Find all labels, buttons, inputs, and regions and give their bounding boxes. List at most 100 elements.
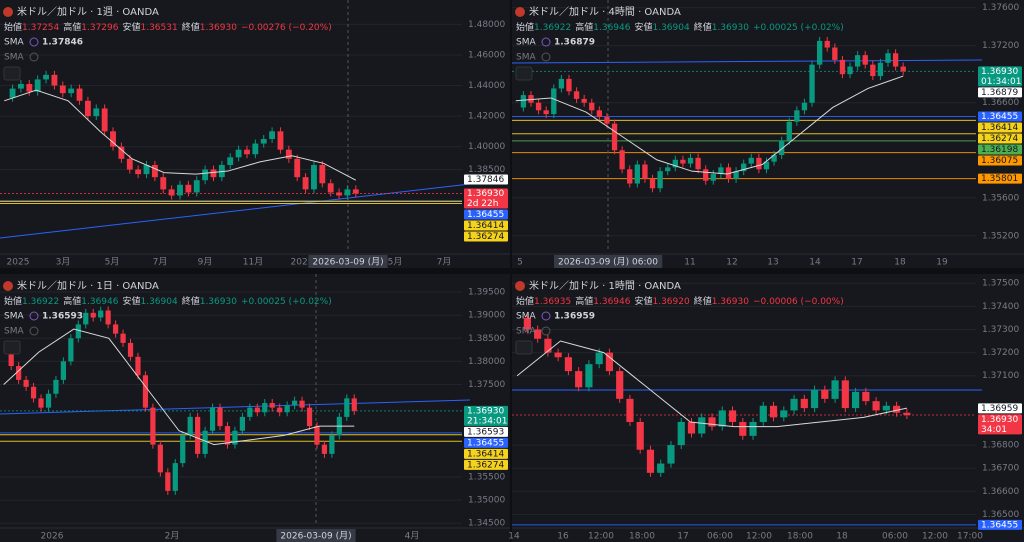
price-tag-label: 1.36075 <box>981 156 1018 166</box>
candle-body <box>118 146 125 159</box>
ohlc-value: 1.37296 <box>81 23 118 33</box>
sma-label-hidden: SMA <box>516 327 536 337</box>
candle-body <box>672 159 678 168</box>
candle-body <box>771 155 777 162</box>
collapse-button[interactable] <box>3 340 21 355</box>
candle-body <box>185 184 192 193</box>
candle-body <box>254 407 260 413</box>
candle-body <box>790 398 798 411</box>
price-tag-label: 1.36930 <box>467 406 504 416</box>
chart-panel: 1.39500 1.39000 1.38500 1.38000 1.37500 1.355… <box>0 274 510 542</box>
candle-body <box>543 110 549 115</box>
price-tag <box>464 231 508 242</box>
candle-body <box>604 116 610 124</box>
time-label: 12:00 <box>922 532 948 542</box>
price-tag-label: 1.36879 <box>981 88 1018 98</box>
price-tag-timer: 01:34:01 <box>981 77 1021 87</box>
price-tag <box>464 459 508 470</box>
candle-body <box>832 47 838 60</box>
sma-label: SMA <box>516 312 536 322</box>
sma-label-hidden: SMA <box>516 53 536 63</box>
sma-line <box>516 340 907 428</box>
candle-body <box>244 149 250 155</box>
price-tag-label: 1.36274 <box>467 460 504 470</box>
symbol-icon <box>515 281 525 291</box>
candle-body <box>16 366 22 380</box>
candle-body <box>885 53 891 63</box>
chart-panel: 1.48000 1.46000 1.44000 1.42000 1.40000 1.385… <box>0 0 510 268</box>
candle-body <box>627 169 633 184</box>
collapse-button[interactable] <box>515 340 533 355</box>
symbol-icon <box>3 7 13 17</box>
candle-body <box>120 333 126 343</box>
time-label: 12:00 <box>588 532 614 542</box>
time-label: 06:00 <box>707 532 733 542</box>
ohlc-label: 高値 <box>575 21 593 33</box>
price-tag-label: 1.36959 <box>981 404 1018 414</box>
price-tag-label: 1.36930 <box>981 415 1018 425</box>
candle-body <box>786 121 792 141</box>
price-tag <box>978 66 1022 87</box>
ohlc-change: −0.00276 (−0.20%) <box>241 23 332 33</box>
price-label: 1.37500 <box>468 380 505 390</box>
collapse-button[interactable] <box>515 66 533 81</box>
candle-body <box>626 398 634 422</box>
ohlc-label: 終値 <box>182 21 200 33</box>
sma-label-hidden: SMA <box>4 327 24 337</box>
candle-body <box>667 445 675 464</box>
candle-body <box>327 183 334 193</box>
candle-body <box>112 324 119 334</box>
ohlc-label: 始値 <box>516 21 534 33</box>
ohlc-label: 終値 <box>694 21 712 33</box>
collapse-button[interactable] <box>3 66 21 81</box>
price-tag-label: 1.36455 <box>467 210 504 220</box>
price-label: 1.37200 <box>982 348 1019 358</box>
candle-body <box>8 352 14 367</box>
price-tag-label: 1.36414 <box>467 221 504 231</box>
price-tag-label: 1.36198 <box>981 145 1018 155</box>
price-label: 1.38500 <box>468 165 505 175</box>
ohlc-label: 高値 <box>63 295 81 307</box>
candle-body <box>657 171 663 189</box>
price-tag-timer: 21:34:01 <box>467 416 507 426</box>
ohlc-label: 安値 <box>634 21 652 33</box>
ohlc-value: 1.36935 <box>534 297 571 307</box>
candle-body <box>872 401 880 411</box>
candle-body <box>611 123 618 151</box>
candle-body <box>794 110 800 122</box>
candle-body <box>544 338 552 353</box>
candle-body <box>575 371 583 388</box>
candle-body <box>585 364 593 388</box>
candle-body <box>321 444 328 454</box>
price-label: 1.37200 <box>982 41 1019 51</box>
candle-body <box>93 108 100 117</box>
candle-body <box>892 53 899 67</box>
candle-body <box>53 379 59 394</box>
candle-body <box>739 421 747 436</box>
price-label: 1.37100 <box>982 371 1019 381</box>
price-tag <box>978 144 1022 155</box>
candle-body <box>168 189 175 196</box>
candle-body <box>26 84 33 92</box>
candle-body <box>285 149 292 159</box>
candle-body <box>841 380 849 409</box>
candle-body <box>43 74 49 80</box>
visibility-icon <box>29 326 39 336</box>
time-label: 13 <box>767 258 778 268</box>
candle-body <box>150 407 156 445</box>
candle-body <box>23 379 29 387</box>
price-tag-label: 1.36414 <box>467 449 504 459</box>
ohlc-value: 1.36904 <box>652 23 689 33</box>
price-tag <box>978 519 1022 530</box>
candle-body <box>135 356 141 376</box>
price-label: 1.35000 <box>468 496 505 506</box>
visibility-icon <box>29 52 39 62</box>
candle-body <box>277 131 284 150</box>
candle-body <box>847 66 853 75</box>
candle-body <box>900 66 906 72</box>
sma-line <box>4 89 357 181</box>
candle-body <box>135 169 142 175</box>
time-label-box <box>554 255 663 268</box>
price-tag <box>978 87 1022 98</box>
